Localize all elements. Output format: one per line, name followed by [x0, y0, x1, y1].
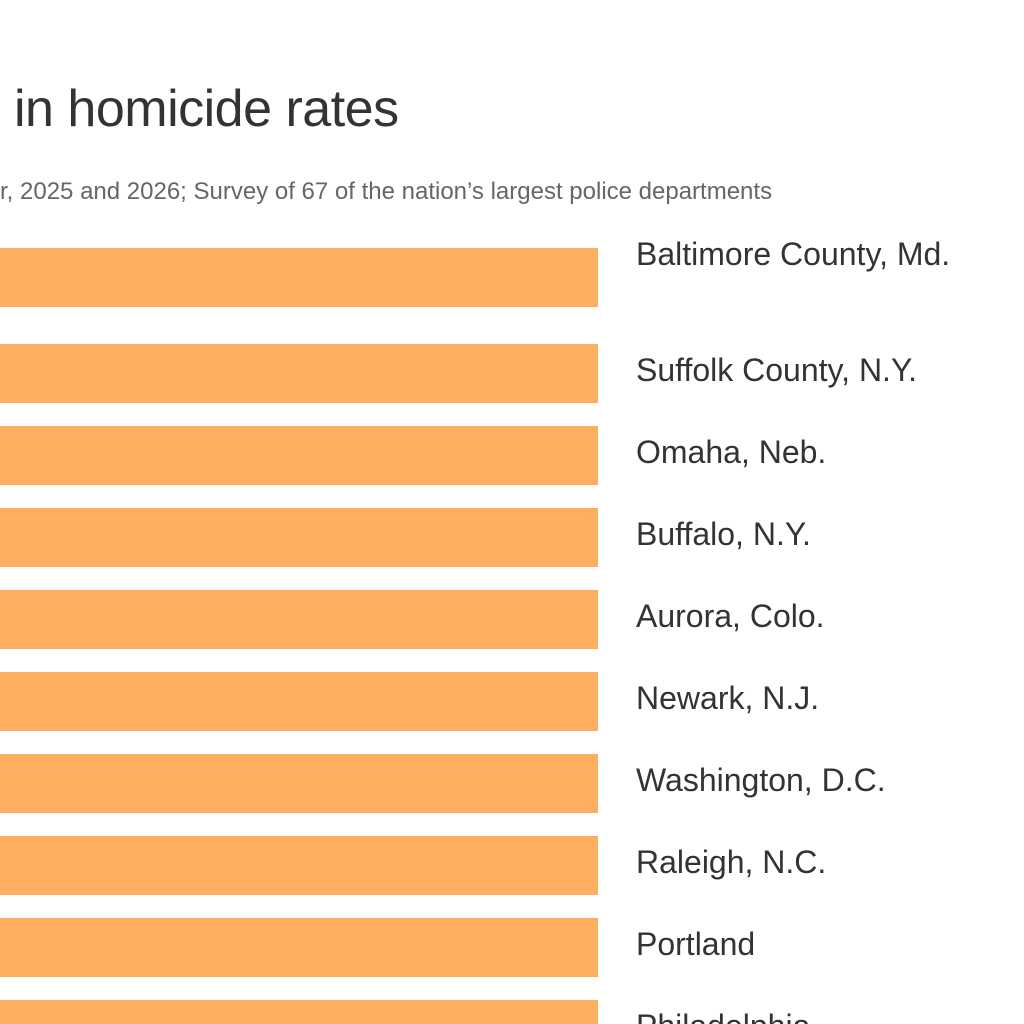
bar-7: [0, 754, 598, 813]
bar-label-5: Aurora, Colo.: [636, 598, 825, 634]
bar-9: [0, 918, 598, 977]
bar-4: [0, 508, 598, 567]
bar-label-6: Newark, N.J.: [636, 680, 820, 716]
bar-label-4: Buffalo, N.Y.: [636, 516, 811, 552]
bar-10: [0, 1000, 598, 1024]
bar-5: [0, 590, 598, 649]
bar-6: [0, 672, 598, 731]
bar-label-7: Washington, D.C.: [636, 762, 886, 798]
chart-title: in homicide rates: [14, 80, 399, 138]
bar-2: [0, 344, 598, 403]
bar-label-8: Raleigh, N.C.: [636, 844, 827, 880]
chart-subtitle: r, 2025 and 2026; Survey of 67 of the na…: [0, 178, 773, 205]
bar-label-9: Portland: [636, 926, 756, 962]
bar-8: [0, 836, 598, 895]
bar-label-3: Omaha, Neb.: [636, 434, 827, 470]
bar-1: [0, 248, 598, 307]
bar-3: [0, 426, 598, 485]
bar-label-2: Suffolk County, N.Y.: [636, 352, 918, 388]
bar-label-1: Baltimore County, Md.: [636, 236, 951, 272]
bar-label-10: Philadelphia: [636, 1005, 996, 1024]
